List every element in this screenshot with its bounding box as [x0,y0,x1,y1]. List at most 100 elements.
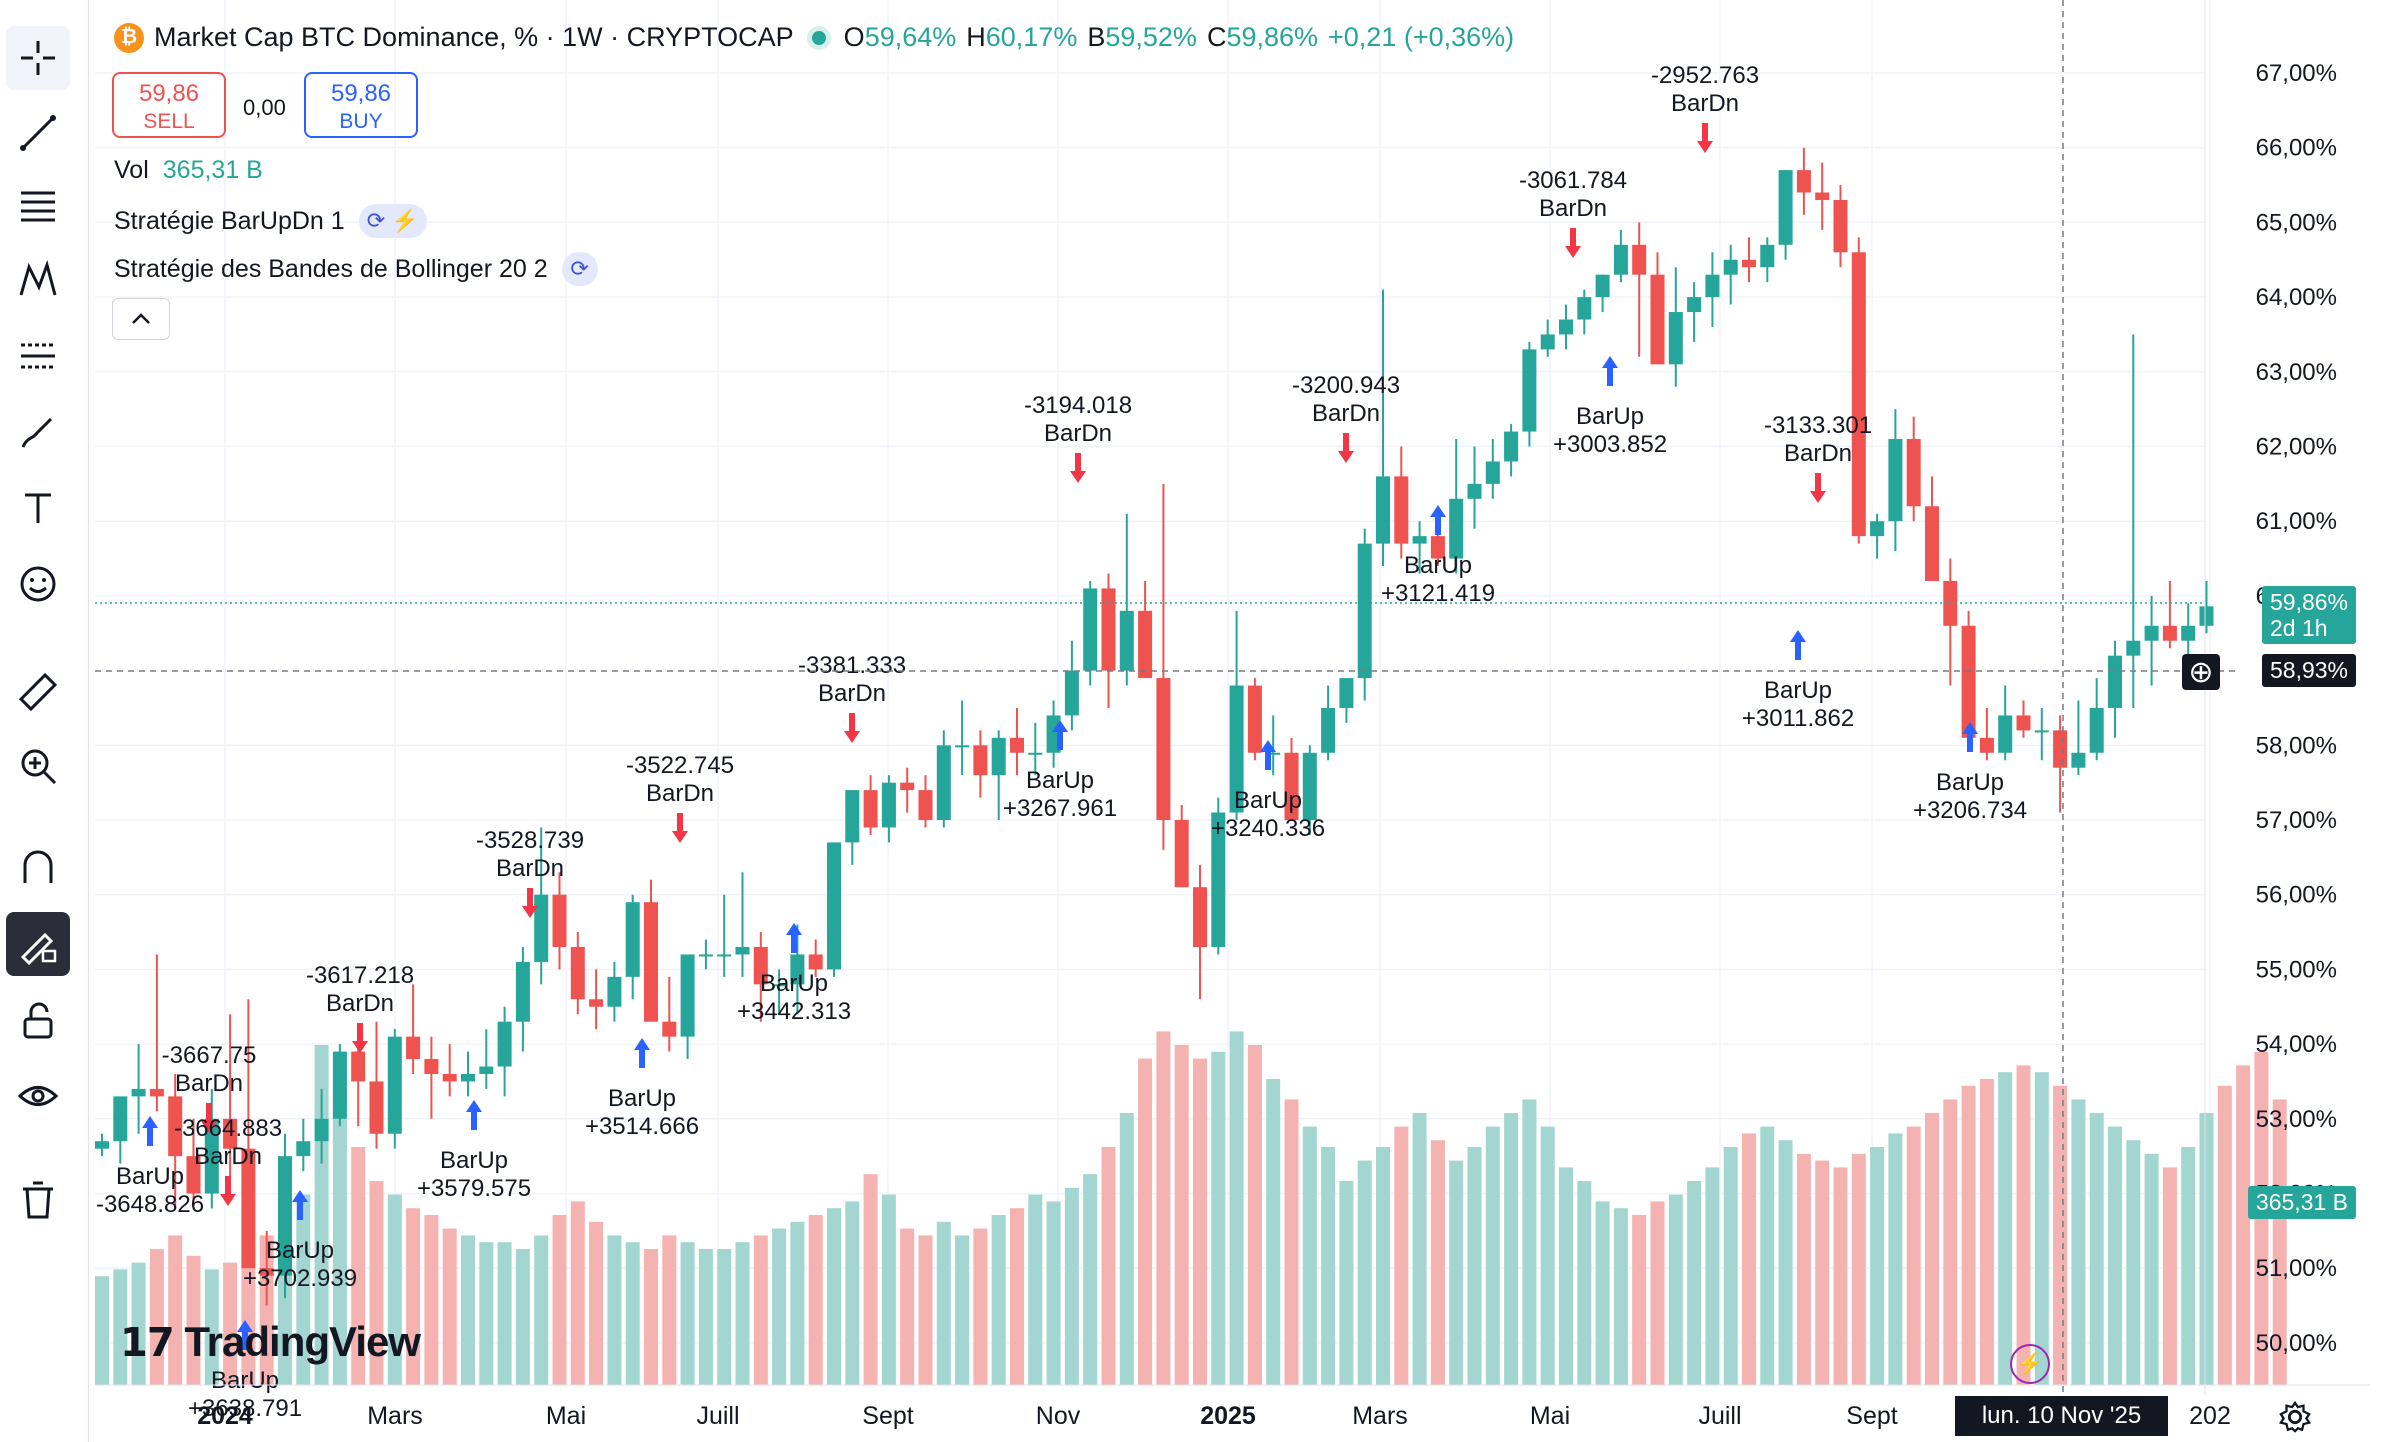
close-value: 59,86% [1226,22,1319,52]
time-tick: 202 [2189,1402,2231,1430]
volume-legend[interactable]: Vol 365,31 B [114,156,263,185]
crosshair-add-icon[interactable]: ⊕ [2182,654,2220,690]
volume-bar [2199,1113,2214,1385]
volume-bar [1339,1181,1354,1385]
trend-line-icon[interactable] [6,101,70,165]
candle-body [808,954,823,970]
volume-bar [1632,1215,1647,1385]
volume-bar [1687,1181,1702,1385]
volume-bar [680,1242,695,1385]
ruler-icon[interactable] [6,660,70,724]
crosshair-icon[interactable] [6,26,70,90]
collapse-legend-button[interactable] [112,298,170,340]
volume-bar [955,1235,970,1385]
candle-body [1302,752,1317,820]
signal-label: BarUp [116,1163,184,1190]
volume-bar [2071,1099,2086,1385]
candle-body [698,954,713,957]
volume-bar [881,1194,896,1385]
emoji-icon[interactable] [6,552,70,616]
magnet-icon[interactable] [6,836,70,900]
gear-icon[interactable] [2278,1400,2312,1434]
candle-body [442,1073,457,1082]
buy-button[interactable]: 59,86 BUY [304,72,418,138]
trash-icon[interactable] [6,1168,70,1232]
signal-label: -2952.763 [1651,62,1759,89]
candle-body [2181,625,2196,641]
volume-bar [863,1174,878,1385]
candle-body [351,1051,366,1082]
candle-body [204,1118,219,1194]
price-tick: 67,00% [2256,60,2337,87]
chart-title[interactable]: Market Cap BTC Dominance, % · 1W · CRYPT… [154,22,794,52]
strategy-refresh-icon[interactable]: ⟳ ⚡ [358,204,427,238]
candle-body [1577,297,1592,320]
text-icon[interactable] [6,476,70,540]
low-label: B [1087,22,1106,52]
bar-down-arrow [352,1023,368,1053]
symbol-legend[interactable]: ₿ Market Cap BTC Dominance, % · 1W · CRY… [114,22,1514,53]
volume-value: 365,31 B [162,156,263,184]
candle-body [424,1059,439,1074]
bar-up-arrow [466,1100,482,1130]
lock-drawing-icon[interactable] [6,912,70,976]
tradingview-logo[interactable]: 𝟭𝟳 TradingView [120,1318,421,1365]
signal-value: BarDn [1044,420,1112,447]
volume-bar [1010,1208,1024,1385]
fib-icon[interactable] [6,174,70,238]
candle-body [1064,670,1079,716]
candle-body [131,1088,146,1097]
sell-button[interactable]: 59,86 SELL [112,72,226,138]
candle-body [1833,199,1848,253]
bollinger-refresh-icon[interactable]: ⟳ [561,252,598,286]
strategy1-legend[interactable]: Stratégie BarUpDn 1 ⟳ ⚡ [114,204,427,238]
signal-label: -3617.218 [306,962,414,989]
volume-bar [1815,1160,1830,1385]
market-status-dot [811,30,826,45]
volume-bar [1925,1113,1939,1385]
pattern-icon[interactable] [6,248,70,312]
volume-bar [1943,1099,1958,1385]
bar-down-arrow [844,713,860,743]
bar-up-arrow [1052,720,1068,750]
volume-bar [753,1235,768,1385]
candle-body [845,790,860,843]
candle-body [1760,244,1775,268]
candle-body [406,1036,421,1060]
lightning-icon[interactable]: ⚡ [2010,1344,2050,1384]
bar-up-arrow [1790,630,1806,660]
candle-body [644,902,658,1022]
volume-bar [1595,1201,1610,1385]
volume-bar [1522,1099,1537,1385]
volume-bar [1613,1208,1628,1385]
sell-label: SELL [143,110,195,133]
volume-bar [1851,1153,1866,1385]
volume-bar [644,1249,658,1385]
projection-icon[interactable] [6,324,70,388]
price-tick: 61,00% [2256,508,2337,535]
eye-icon[interactable] [6,1064,70,1128]
volume-bar [973,1228,988,1385]
signal-value: +3003.852 [1553,431,1667,458]
signal-label: -3667.75 [162,1042,257,1069]
candle-body [1559,319,1573,335]
bar-down-arrow [1810,473,1826,503]
zoom-icon[interactable] [6,734,70,798]
volume-bar [1998,1072,2013,1385]
brush-icon[interactable] [6,400,70,464]
strategy2-legend[interactable]: Stratégie des Bandes de Bollinger 20 2 ⟳ [114,252,598,286]
volume-bar [1302,1126,1317,1385]
volume-bar [223,1262,238,1385]
bar-up-arrow [1602,356,1618,386]
buy-price: 59,86 [330,80,392,107]
volume-bar [1284,1099,1299,1385]
volume-bar [1266,1079,1281,1385]
volume-bar [2126,1140,2141,1385]
candle-body [936,745,951,820]
candle-body [1357,543,1372,679]
unlock-icon[interactable] [6,988,70,1052]
signal-value: +3121.419 [1381,580,1495,607]
candle-body [589,999,604,1007]
bar-up-arrow [634,1038,650,1068]
